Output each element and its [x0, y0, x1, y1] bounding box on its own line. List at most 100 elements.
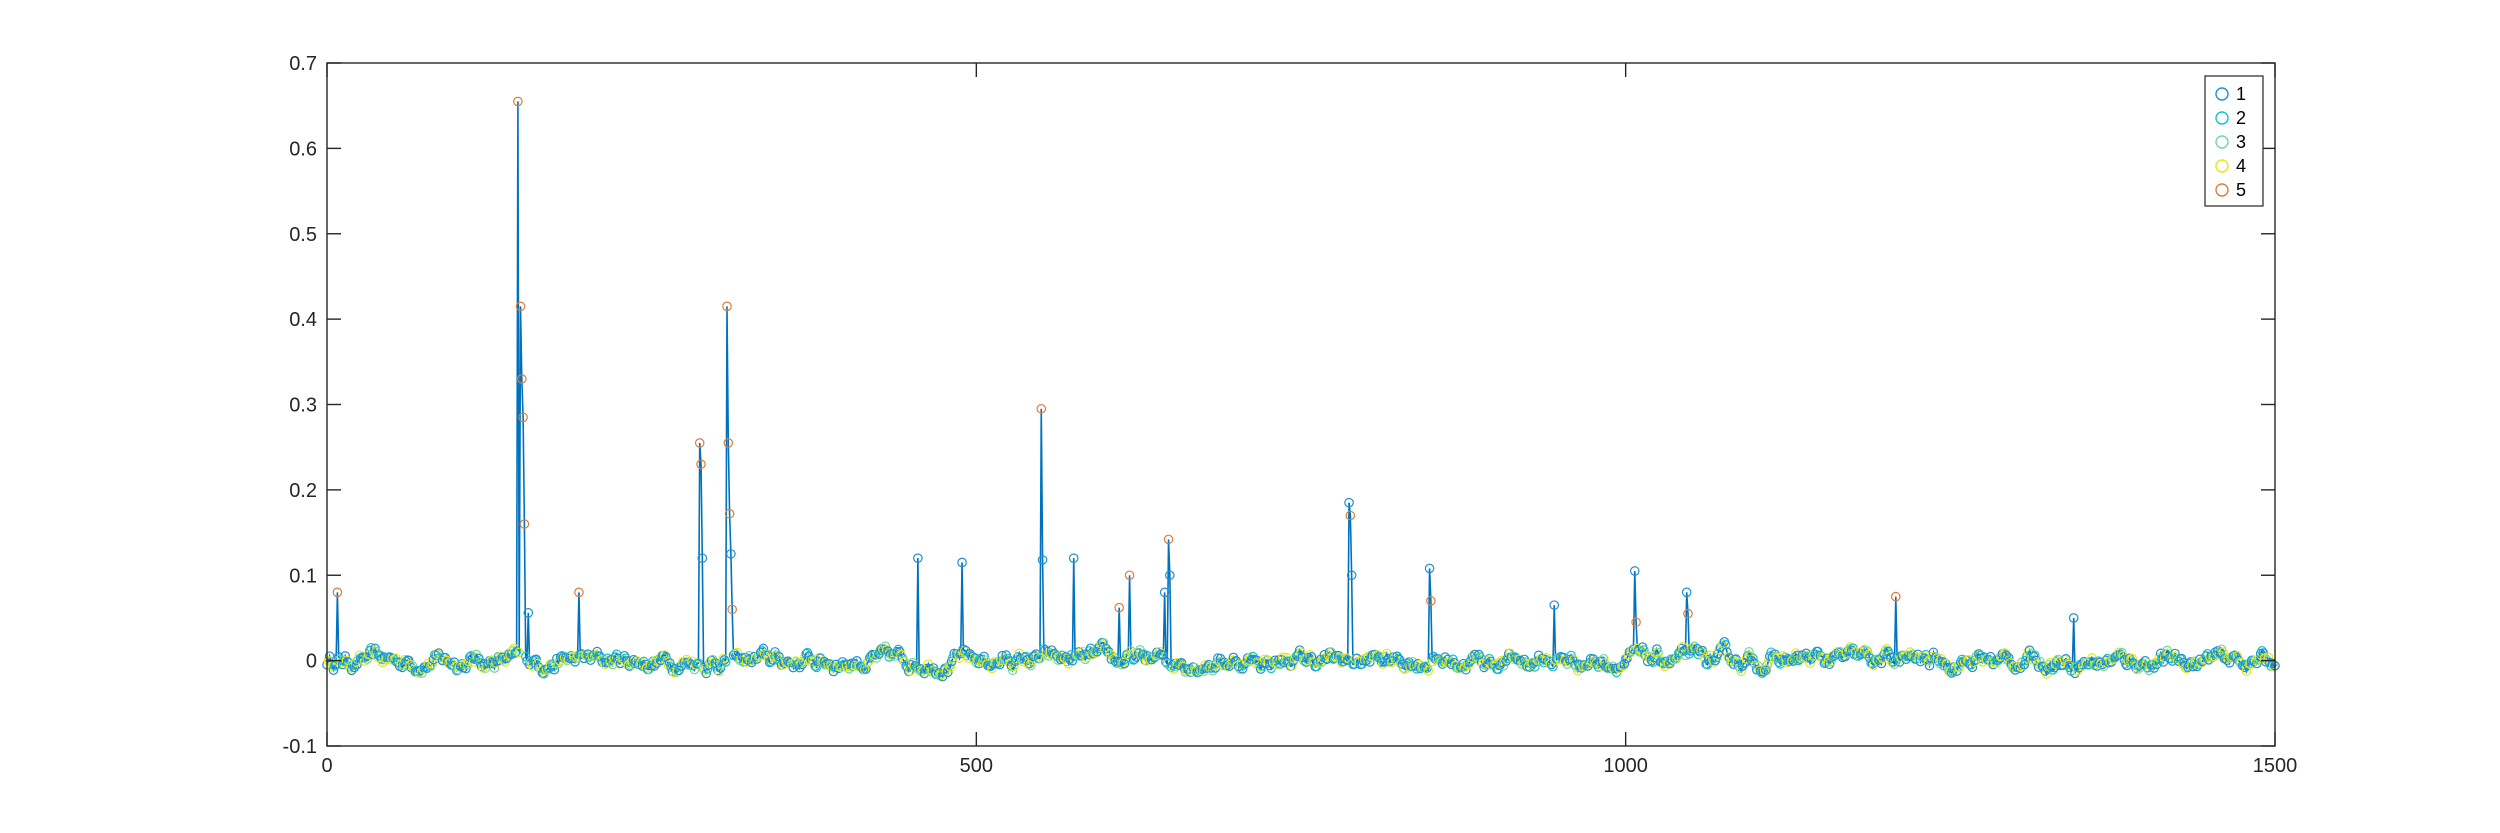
- data-point: [592, 646, 602, 657]
- data-point: [719, 655, 730, 665]
- data-point: [1346, 570, 1357, 581]
- data-point: [1548, 661, 1558, 672]
- y-tick-label: 0.7: [289, 53, 317, 75]
- data-point: [724, 508, 735, 519]
- data-point: [863, 656, 874, 667]
- data-point: [1128, 655, 1139, 665]
- data-point: [718, 653, 728, 664]
- data-point: [1761, 665, 1771, 676]
- data-point: [1653, 648, 1663, 658]
- data-point: [1494, 660, 1505, 671]
- data-point: [1687, 643, 1697, 653]
- data-point: [774, 651, 784, 662]
- data-point: [1565, 654, 1575, 665]
- data-point: [2127, 653, 2137, 664]
- data-point: [1927, 651, 1937, 662]
- data-point: [1678, 641, 1688, 652]
- data-point: [1598, 653, 1609, 664]
- data-point: [1026, 660, 1036, 671]
- data-point: [1697, 645, 1708, 656]
- data-point: [518, 412, 528, 423]
- x-tick-label: 500: [960, 755, 993, 777]
- data-point: [1345, 510, 1356, 521]
- data-point: [723, 438, 734, 448]
- data-point: [1722, 647, 1732, 657]
- data-point: [1890, 591, 1901, 602]
- data-point: [1114, 602, 1124, 613]
- data-point: [1080, 654, 1091, 665]
- data-point: [727, 604, 737, 615]
- data-point: [1341, 653, 1352, 663]
- data-point: [1424, 563, 1435, 574]
- data-point: [2152, 659, 2162, 670]
- data-point: [2268, 661, 2279, 672]
- data-point: [2020, 655, 2031, 666]
- legend-label: 3: [2236, 132, 2246, 152]
- data-point: [1079, 649, 1089, 660]
- x-tick-label: 0: [321, 755, 332, 777]
- data-point: [1119, 658, 1130, 669]
- data-point: [862, 658, 873, 668]
- legend-marker: [2215, 87, 2229, 101]
- data-point: [691, 659, 701, 670]
- data-point: [801, 649, 812, 659]
- y-tick-label: 0: [306, 651, 317, 673]
- data-point: [1098, 638, 1109, 648]
- data-point: [1024, 658, 1035, 669]
- data-point: [1306, 651, 1317, 662]
- data-point: [1713, 649, 1723, 659]
- data-point: [513, 96, 523, 107]
- data-point: [722, 301, 732, 312]
- data-point: [1287, 661, 1297, 671]
- data-point: [945, 662, 956, 672]
- data-point: [1771, 652, 1782, 662]
- data-point: [1720, 639, 1731, 650]
- data-point: [896, 649, 906, 660]
- data-point: [1676, 643, 1687, 654]
- data-point: [2026, 649, 2036, 660]
- data-point: [811, 662, 822, 673]
- data-point: [1639, 645, 1649, 655]
- data-point: [609, 654, 619, 664]
- data-point: [346, 665, 357, 676]
- data-point: [1124, 570, 1135, 581]
- data-point: [701, 668, 712, 679]
- data-point: [1426, 596, 1436, 606]
- data-point: [516, 374, 527, 384]
- data-point: [1296, 647, 1306, 658]
- data-point: [332, 587, 343, 598]
- legend-marker: [2215, 135, 2229, 149]
- data-point: [328, 665, 339, 675]
- data-point: [1068, 553, 1079, 563]
- data-point: [1619, 658, 1630, 669]
- data-point: [426, 661, 436, 671]
- data-point: [2171, 653, 2182, 664]
- data-point: [726, 549, 736, 559]
- data-point: [696, 459, 706, 470]
- data-point: [1629, 566, 1640, 576]
- data-point: [1706, 655, 1717, 666]
- data-point: [693, 658, 704, 668]
- data-point: [694, 438, 705, 448]
- data-point: [2003, 653, 2014, 663]
- data-point: [2029, 650, 2040, 661]
- data-point: [2061, 653, 2071, 664]
- data-point: [1529, 662, 1540, 672]
- data-point: [1963, 654, 1974, 665]
- data-point: [362, 654, 373, 664]
- data-point: [692, 659, 702, 669]
- data-point: [1496, 655, 1506, 666]
- data-point: [1400, 664, 1410, 675]
- legend-label: 5: [2236, 180, 2246, 200]
- data-point: [2048, 665, 2058, 675]
- data-point: [1163, 534, 1174, 545]
- data-point: [1876, 658, 1887, 669]
- y-tick-label: 0.5: [289, 224, 317, 246]
- data-point: [1165, 570, 1175, 581]
- data-point: [472, 652, 483, 662]
- data-point: [720, 657, 731, 667]
- legend-label: 2: [2236, 108, 2246, 128]
- data-point: [1957, 654, 1967, 665]
- data-point: [519, 519, 530, 529]
- data-point: [2001, 650, 2011, 660]
